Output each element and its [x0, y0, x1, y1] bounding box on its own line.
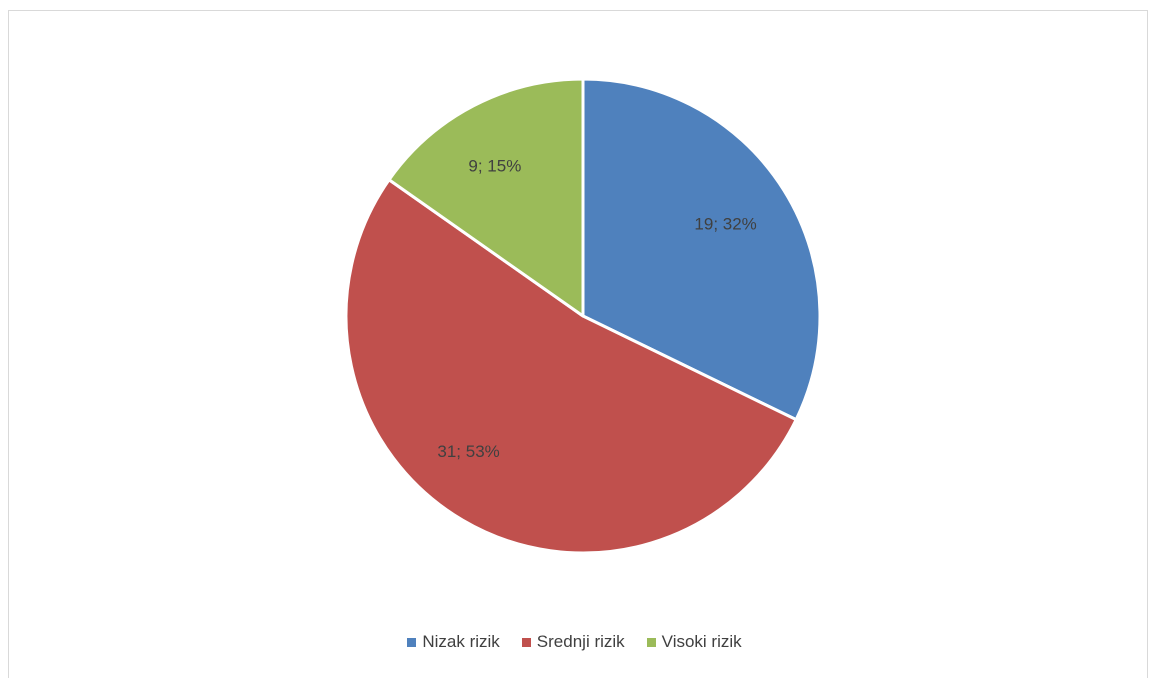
- legend-label: Srednji rizik: [536, 632, 625, 651]
- pie-slice-nizak-rizik: [581, 77, 822, 422]
- pie-slice-visoki-rizik: [387, 77, 585, 318]
- data-label-visoki-rizik: 9; 15%: [468, 157, 521, 176]
- legend-swatch: [521, 637, 531, 647]
- data-label-nizak-rizik: 19; 32%: [694, 215, 756, 234]
- legend-label: Nizak rizik: [422, 632, 500, 651]
- legend-item-srednji-rizik: Srednji rizik: [521, 632, 625, 652]
- legend-item-nizak-rizik: Nizak rizik: [407, 632, 500, 652]
- chart-legend: Nizak rizik Srednji rizik Visoki rizik: [0, 632, 1149, 652]
- legend-swatch: [646, 637, 656, 647]
- legend-label: Visoki rizik: [661, 632, 742, 651]
- pie-slice-srednji-rizik: [344, 178, 798, 555]
- legend-swatch: [407, 637, 417, 647]
- pie-data-labels: 19; 32% 31; 53% 9; 15%: [437, 157, 756, 462]
- pie-slices: [344, 77, 822, 555]
- legend-item-visoki-rizik: Visoki rizik: [646, 632, 742, 652]
- data-label-srednji-rizik: 31; 53%: [437, 442, 499, 461]
